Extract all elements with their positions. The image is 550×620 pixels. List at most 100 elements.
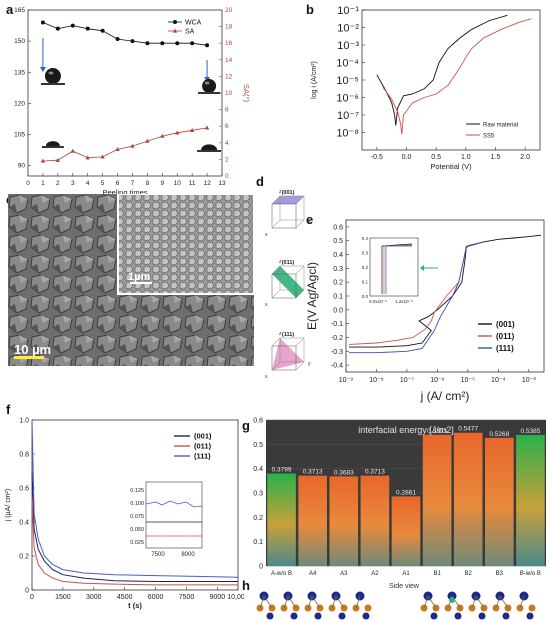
sliding-droplet: [201, 144, 218, 150]
x-tick-label: 10⁻⁶: [430, 377, 444, 384]
y-tick-label: 10⁻⁷: [337, 110, 359, 122]
inset-y-tick-label: 0.100: [130, 501, 144, 507]
droplet-highlight: [204, 81, 210, 85]
wca-point: [115, 37, 120, 42]
inset-y-tick-label: 0.2: [362, 265, 369, 270]
wca-point: [130, 39, 135, 44]
x-tick-label: 0: [30, 594, 34, 601]
sa-point: [115, 147, 120, 152]
bond: [283, 595, 289, 609]
legend-label: (111): [194, 452, 211, 461]
y2-tick-label: 16: [225, 40, 233, 47]
sa-point: [175, 130, 180, 135]
x-tick-label: 10⁻⁷: [400, 377, 414, 384]
bar: [360, 475, 390, 566]
atom-blue: [454, 612, 462, 620]
atom-blue: [290, 612, 298, 620]
wca-point: [190, 41, 195, 46]
panel-label-d: d: [256, 174, 264, 189]
y-tick-label: 1.0: [19, 418, 29, 425]
atom-blue: [430, 612, 438, 620]
cube-edge: [271, 265, 281, 275]
inset-x-tick-label: 1.2x10⁻⁵: [395, 299, 413, 304]
legend-marker-sa: [172, 28, 178, 33]
inset-y-tick-label: 0.075: [130, 514, 144, 520]
x-tick-label: -0.5: [371, 154, 383, 161]
y-tick-label: 10⁻²: [337, 23, 359, 35]
series-line: [349, 241, 484, 354]
x-tick-label: 1.0: [461, 154, 471, 161]
x-tick-label: 2: [56, 180, 60, 187]
panel-label-b: b: [306, 2, 314, 17]
inset-scale-label: 1µm: [128, 271, 150, 283]
bar: [391, 496, 421, 566]
y-tick-label: 105: [14, 132, 25, 139]
legend-label: Raw material: [483, 123, 518, 129]
x-tick-label: B3: [496, 571, 504, 577]
cube-front: [271, 345, 297, 371]
y-tick-label: 10⁻⁴: [336, 58, 359, 70]
series-line: [31, 419, 239, 578]
sa-point: [55, 157, 61, 162]
droplet-highlight: [48, 71, 54, 75]
y-tick-label: 10⁻⁶: [336, 93, 359, 105]
droplet: [202, 79, 217, 93]
bond: [331, 595, 337, 609]
plane-001: [272, 196, 304, 204]
y-tick-label: 120: [14, 100, 25, 107]
series-line: [349, 234, 542, 348]
x-tick-label: 12: [203, 180, 211, 187]
legend-label-sa: SA: [185, 29, 195, 36]
x-tick-label: 0.5: [431, 154, 441, 161]
cube-edge: [271, 337, 281, 347]
series-line: [31, 496, 238, 586]
atom-orange: [528, 604, 536, 612]
bond: [355, 595, 361, 609]
y-tick-label: 10⁻¹: [337, 5, 359, 17]
x-tick-label: A-w/o B: [271, 571, 292, 577]
x-tick-label: A2: [371, 571, 379, 577]
y-tick-label: -0.2: [331, 335, 343, 342]
y-axis-label: j (µA/ cm²): [5, 489, 12, 522]
chart-title: interfacial energy [J/m2]: [358, 425, 454, 435]
bond: [311, 595, 321, 609]
x-tick-label: 5: [101, 180, 105, 187]
y-tick-label: -0.1: [331, 321, 343, 328]
y-tick-label: 0.4: [19, 520, 29, 527]
substrate: [41, 146, 64, 148]
sa-point: [160, 133, 165, 138]
bar-value-label: 0.5268: [489, 431, 509, 438]
cube-edge: [295, 289, 305, 299]
panel-label-h: h: [242, 578, 250, 593]
inset-y-tick-label: 0.1: [362, 280, 369, 285]
plane-label: (001): [282, 190, 295, 196]
inset-series-line: [385, 245, 412, 294]
bond: [475, 595, 485, 609]
x-tick-label: 9: [160, 180, 164, 187]
bond: [423, 595, 429, 609]
panel-a-chart: 0 1 2 3 4 5 6 7 8 9 10 11 12 139010512013515016502468…: [14, 7, 251, 197]
legend-label: (011): [194, 442, 212, 451]
x-tick-label: 10⁻⁹: [339, 377, 353, 384]
sa-point: [204, 125, 210, 130]
y2-axis-label: SA(°): [242, 84, 251, 103]
cube-back: [279, 265, 305, 291]
y2-tick-label: 18: [225, 24, 233, 31]
scale-bar-label: 10 µm: [14, 342, 51, 357]
x-tick-label: 3000: [86, 594, 102, 601]
x-tick-label: 1.5: [491, 154, 501, 161]
y-tick-label: 0.5: [253, 442, 263, 449]
inset-x-tick-label: 7500: [151, 552, 165, 558]
drop-arrow-head: [39, 67, 46, 72]
x-tick-label: 1500: [55, 594, 71, 601]
wca-point: [145, 41, 150, 46]
x-tick-label: B2: [465, 571, 473, 577]
bar-value-label: 0.5385: [520, 428, 540, 435]
bond: [499, 595, 509, 609]
y2-tick-label: 12: [225, 73, 233, 80]
y-tick-label: 135: [14, 69, 25, 76]
inset-arrow-head: [420, 265, 424, 271]
y2-tick-label: 0: [225, 173, 229, 180]
bond: [335, 595, 345, 609]
y2-tick-label: 4: [225, 140, 229, 147]
